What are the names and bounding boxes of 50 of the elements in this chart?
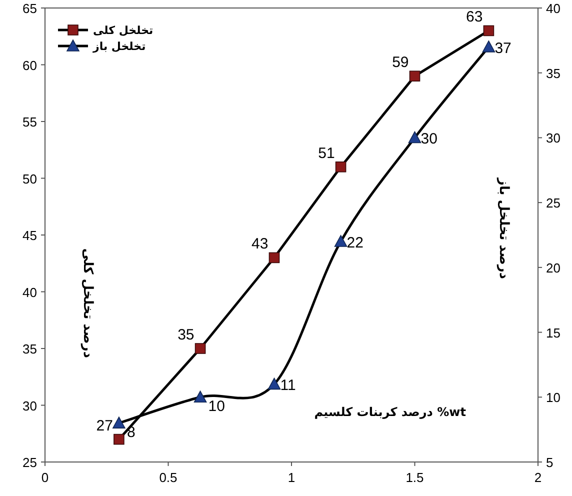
y2-tick-label: 5 [546,455,554,470]
data-label: 27 [96,417,113,434]
y-tick-label: 65 [22,1,37,16]
y-tick-label: 45 [22,228,37,243]
point [409,70,420,82]
y2-tick-label: 15 [546,325,560,340]
y2-tick-label: 30 [546,130,560,146]
data-label: 43 [252,236,268,253]
y2-tick-label: 25 [546,196,560,211]
point [112,416,126,428]
y-tick-label: 50 [22,171,37,186]
data-label: 30 [420,130,438,148]
point [194,390,207,403]
x-tick-label: 1.5 [406,470,424,485]
y-tick-label: 35 [22,342,37,356]
data-label: 22 [346,234,364,252]
point [482,40,496,52]
point [408,131,422,144]
data-label: 10 [208,398,225,416]
y-tick-label: 55 [22,114,37,130]
data-label: 35 [178,326,194,344]
y-axis-title: درصد تخلخل کلی [80,248,95,358]
legend-label: تخلخل باز [92,40,146,53]
y2-tick-label: 40 [546,1,560,16]
x-tick-label: 1 [288,470,296,485]
point [334,235,348,247]
data-label: 59 [392,54,409,72]
data-label: 51 [318,144,335,162]
point [114,434,124,445]
y2-tick-label: 20 [546,260,560,276]
data-label: 63 [466,8,483,26]
point [483,25,494,36]
y2-tick-label: 10 [546,390,560,406]
data-label: 37 [494,40,512,57]
y2-tick-label: 35 [546,66,560,81]
x-tick-label: 0.5 [159,470,178,485]
data-label: 11 [280,377,296,394]
y-tick-label: 25 [22,455,37,470]
point [335,162,346,172]
legend-label: تخلخل کلی [93,24,154,37]
x-tick-label: 0 [41,470,49,485]
point [194,343,206,354]
point [268,252,280,264]
x-axis-title: درصد کربنات کلسیم %wt [314,405,466,419]
y-tick-label: 30 [22,398,37,414]
y-tick-label: 60 [22,58,37,73]
x-tick-label: 2 [534,470,542,485]
y2-axis-title: درصد تخلخل باز [496,176,511,280]
point [268,378,281,390]
y-tick-label: 40 [22,284,37,300]
